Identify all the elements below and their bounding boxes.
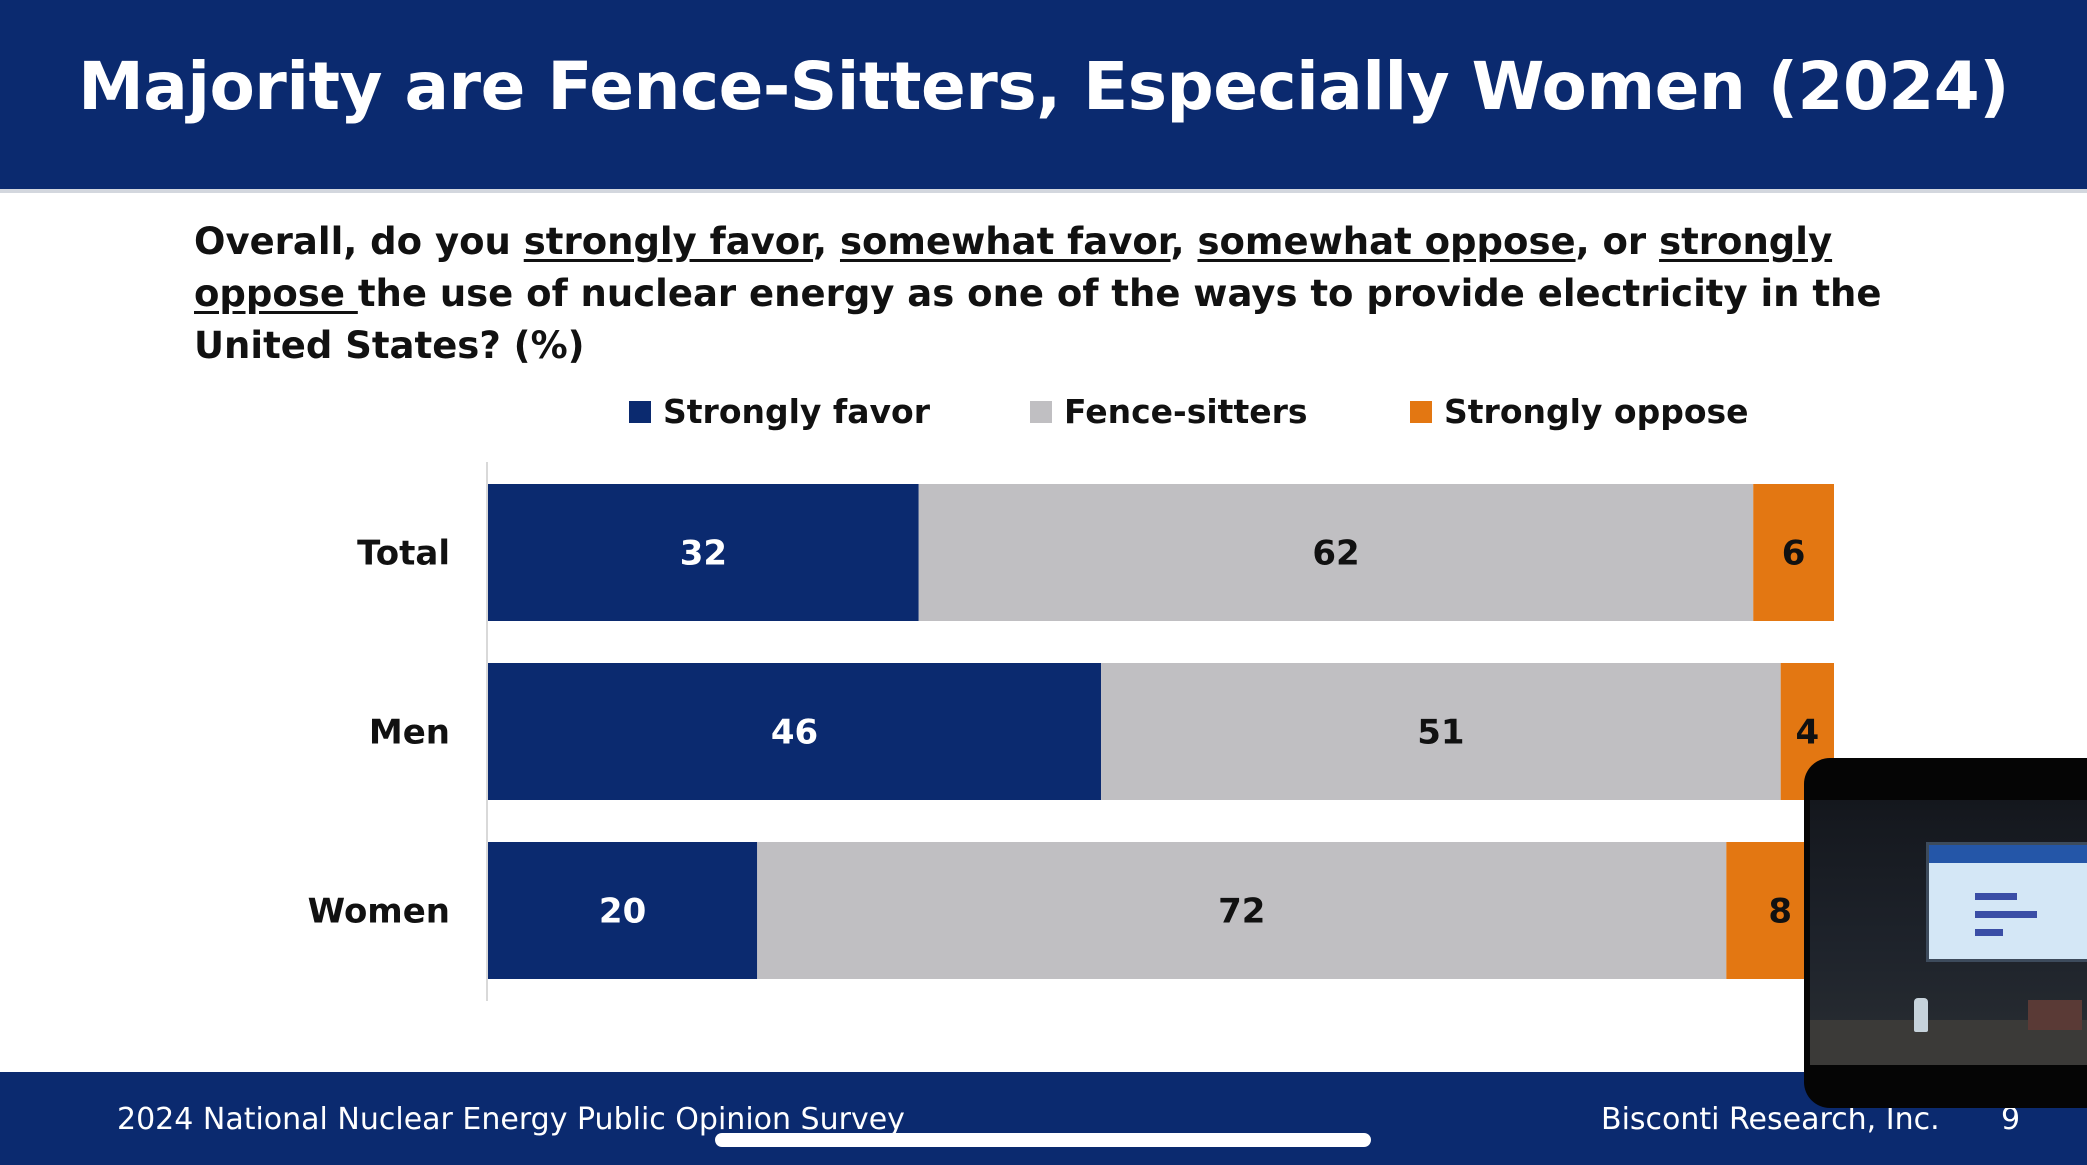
data-label-men-fence-sitters: 51 — [1417, 713, 1464, 753]
water-bottle — [1914, 998, 1928, 1032]
bar-total-fence-sitters — [918, 484, 1754, 621]
legend-swatch-strongly-favor — [629, 400, 651, 423]
data-label-total-fence-sitters: 62 — [1312, 534, 1359, 574]
bar-men-strongly-favor — [488, 663, 1102, 800]
data-label-men-strongly-favor: 46 — [771, 713, 818, 753]
option-somewhat-favor: somewhat favor — [839, 220, 1171, 263]
question-sep-3: , or — [1575, 220, 1660, 263]
category-label-men: Men — [369, 713, 450, 753]
legend-swatch-strongly-oppose — [1410, 400, 1432, 423]
bar-total-strongly-favor — [488, 484, 919, 621]
slide-title: Majority are Fence-Sitters, Especially W… — [78, 48, 2009, 125]
video-thumbnail[interactable] — [1804, 758, 2087, 1108]
option-strongly-favor: strongly favor — [523, 220, 814, 263]
slide-footer: 2024 National Nuclear Energy Public Opin… — [0, 1072, 2087, 1165]
projector-bar — [1975, 911, 2037, 918]
question-part-1: Overall, do you — [194, 220, 524, 263]
projector-screen — [1926, 842, 2087, 962]
survey-question: Overall, do you strongly favor, somewhat… — [194, 216, 1894, 372]
laptop — [2028, 1000, 2082, 1030]
data-label-women-fence-sitters: 72 — [1218, 892, 1265, 932]
bar-men-fence-sitters — [1101, 663, 1781, 800]
chart-legend: Strongly favor Fence-sitters Strongly op… — [0, 392, 2087, 438]
legend-swatch-fence-sitters — [1030, 400, 1052, 423]
footer-page-number: 9 — [2001, 1102, 2021, 1137]
data-label-men-strongly-oppose: 4 — [1796, 713, 1820, 753]
projector-screen-header — [1929, 845, 2087, 863]
legend-label-strongly-favor: Strongly favor — [663, 392, 930, 431]
option-strongly-oppose: strongly oppose — [194, 220, 1833, 315]
question-part-2: the use of nuclear energy as one of the … — [194, 272, 1882, 367]
projector-bar — [1975, 929, 2003, 936]
stacked-bar-chart: Total 32 62 6 Men 46 51 4 Women 20 72 8 — [308, 462, 1834, 1001]
data-label-total-strongly-favor: 32 — [680, 534, 727, 574]
bar-total-strongly-oppose — [1753, 484, 1834, 621]
scroll-indicator[interactable] — [715, 1133, 1371, 1147]
option-somewhat-oppose: somewhat oppose — [1197, 220, 1576, 263]
question-sep-1: , — [813, 220, 840, 263]
legend-item-fence-sitters: Fence-sitters — [1030, 392, 1308, 431]
legend-item-strongly-favor: Strongly favor — [629, 392, 930, 431]
category-label-women: Women — [308, 892, 450, 932]
legend-item-strongly-oppose: Strongly oppose — [1410, 392, 1749, 431]
footer-source: 2024 National Nuclear Energy Public Opin… — [117, 1102, 905, 1137]
bar-women-strongly-favor — [488, 842, 758, 979]
data-label-women-strongly-oppose: 8 — [1768, 892, 1792, 932]
question-sep-2: , — [1170, 220, 1198, 263]
video-frame — [1810, 800, 2087, 1065]
legend-label-fence-sitters: Fence-sitters — [1064, 392, 1308, 431]
legend-label-strongly-oppose: Strongly oppose — [1444, 392, 1749, 431]
bar-women-fence-sitters — [757, 842, 1727, 979]
data-label-women-strongly-favor: 20 — [599, 892, 646, 932]
category-label-total: Total — [357, 534, 450, 574]
projector-bar — [1975, 893, 2017, 900]
slide-header: Majority are Fence-Sitters, Especially W… — [0, 0, 2087, 193]
data-label-total-strongly-oppose: 6 — [1782, 534, 1806, 574]
